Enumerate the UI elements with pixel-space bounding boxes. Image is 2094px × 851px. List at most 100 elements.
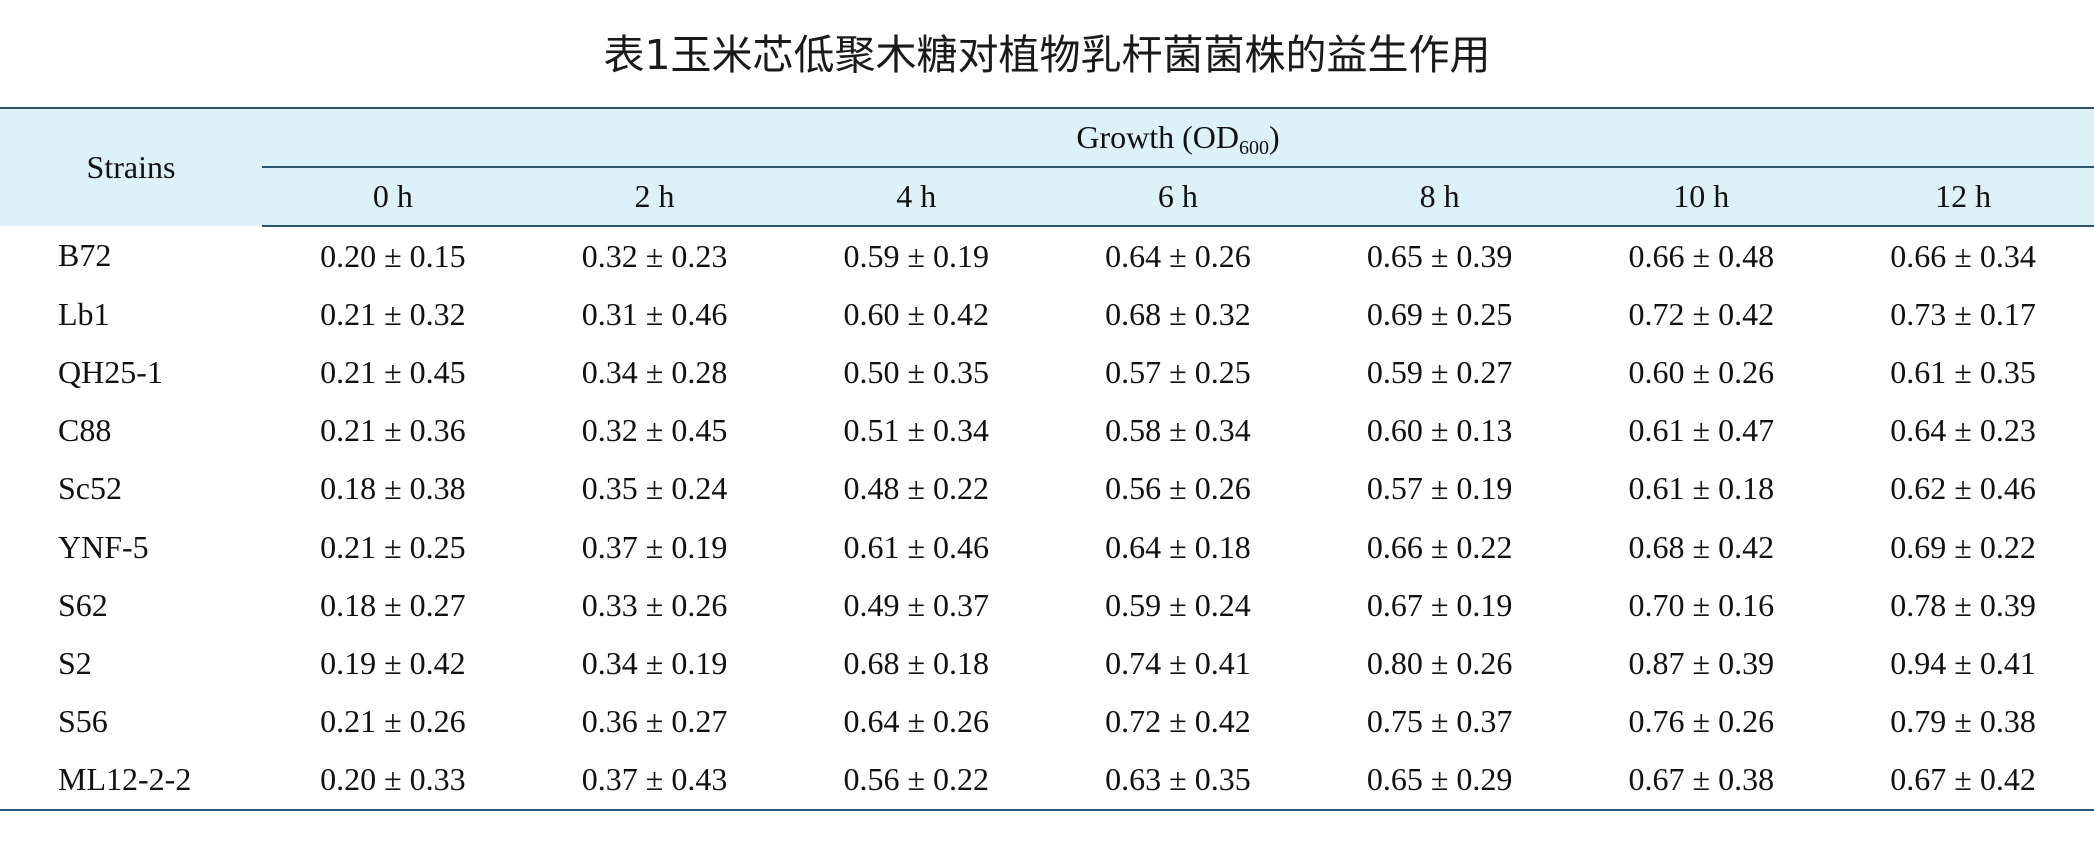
growth-value-cell: 0.67 ± 0.19 [1366, 586, 1513, 623]
growth-value-cell: 0.50 ± 0.35 [843, 353, 989, 390]
strain-name-cell: B72 [58, 237, 112, 274]
growth-value-cell: 0.34 ± 0.19 [581, 644, 728, 681]
time-column-header: 12 h [1832, 167, 2094, 227]
growth-value-cell: 0.56 ± 0.22 [785, 750, 1048, 811]
time-column-header: 6 h [1047, 167, 1309, 227]
time-column-header: 8 h [1308, 167, 1571, 227]
growth-header-text: Growth (OD [1076, 119, 1239, 155]
growth-value-cell: 0.51 ± 0.34 [843, 412, 989, 449]
growth-value-cell: 0.61 ± 0.18 [1628, 470, 1775, 507]
growth-value-cell: 0.72 ± 0.42 [1105, 703, 1251, 740]
growth-value-cell: 0.36 ± 0.27 [581, 703, 728, 740]
growth-value-cell: 0.70 ± 0.16 [1628, 586, 1775, 623]
growth-value-cell: 0.87 ± 0.39 [1628, 644, 1775, 681]
growth-value-cell: 0.68 ± 0.32 [1105, 295, 1251, 332]
growth-value-cell: 0.59 ± 0.27 [1366, 353, 1513, 390]
table-row: QH25-1 0.21 ± 0.45 0.34 ± 0.28 0.50 ± 0.35 0… [0, 343, 2094, 401]
growth-value-cell: 0.61 ± 0.35 [1890, 353, 2036, 390]
table-row: Lb1 0.21 ± 0.32 0.31 ± 0.46 0.60 ± 0.42 0.68… [0, 285, 2094, 343]
growth-value-cell: 0.65 ± 0.29 [1308, 750, 1571, 811]
strain-name-cell: YNF-5 [58, 528, 149, 565]
growth-value-cell: 0.80 ± 0.26 [1366, 644, 1513, 681]
growth-value-cell: 0.37 ± 0.43 [523, 750, 786, 811]
growth-value-cell: 0.21 ± 0.25 [320, 528, 466, 565]
time-column-header: 0 h [262, 167, 524, 227]
growth-header-close: ) [1268, 119, 1280, 155]
growth-value-cell: 0.18 ± 0.27 [320, 586, 466, 623]
time-column-header: 2 h [523, 167, 786, 227]
growth-value-cell: 0.73 ± 0.17 [1890, 295, 2036, 332]
growth-value-cell: 0.66 ± 0.22 [1366, 528, 1513, 565]
growth-value-cell: 0.67 ± 0.38 [1570, 750, 1833, 811]
growth-value-cell: 0.31 ± 0.46 [581, 295, 728, 332]
table-row: YNF-5 0.21 ± 0.25 0.37 ± 0.19 0.61 ± 0.46 0.… [0, 518, 2094, 576]
growth-value-cell: 0.21 ± 0.26 [320, 703, 466, 740]
growth-value-cell: 0.68 ± 0.42 [1628, 528, 1775, 565]
growth-value-cell: 0.78 ± 0.39 [1890, 586, 2036, 623]
table-row: Sc52 0.18 ± 0.38 0.35 ± 0.24 0.48 ± 0.22 0.5… [0, 460, 2094, 518]
growth-value-cell: 0.64 ± 0.26 [1105, 237, 1251, 274]
growth-value-cell: 0.60 ± 0.42 [843, 295, 989, 332]
growth-value-cell: 0.69 ± 0.22 [1890, 528, 2036, 565]
growth-value-cell: 0.20 ± 0.33 [262, 750, 524, 811]
growth-value-cell: 0.21 ± 0.45 [320, 353, 466, 390]
growth-value-cell: 0.61 ± 0.46 [843, 528, 989, 565]
growth-value-cell: 0.59 ± 0.19 [843, 237, 989, 274]
strain-name-cell: S62 [58, 586, 108, 623]
growth-value-cell: 0.37 ± 0.19 [581, 528, 728, 565]
table-title: 表1玉米芯低聚木糖对植物乳杆菌菌株的益生作用 [603, 31, 1491, 79]
growth-value-cell: 0.74 ± 0.41 [1105, 644, 1251, 681]
table-row: S2 0.19 ± 0.42 0.34 ± 0.19 0.68 ± 0.18 0.74 … [0, 634, 2094, 692]
growth-value-cell: 0.32 ± 0.45 [581, 412, 728, 449]
table-row: ML12-2-2 0.20 ± 0.33 0.37 ± 0.43 0.56 ± 0.2… [0, 750, 2094, 811]
strain-name-cell: C88 [58, 412, 112, 449]
growth-value-cell: 0.21 ± 0.36 [320, 412, 466, 449]
growth-value-cell: 0.66 ± 0.48 [1628, 237, 1775, 274]
growth-value-cell: 0.20 ± 0.15 [320, 237, 466, 274]
growth-value-cell: 0.61 ± 0.47 [1628, 412, 1775, 449]
growth-value-cell: 0.67 ± 0.42 [1832, 750, 2094, 811]
growth-value-cell: 0.57 ± 0.25 [1105, 353, 1251, 390]
growth-value-cell: 0.49 ± 0.37 [843, 586, 989, 623]
growth-value-cell: 0.34 ± 0.28 [581, 353, 728, 390]
growth-value-cell: 0.63 ± 0.35 [1047, 750, 1309, 811]
growth-value-cell: 0.69 ± 0.25 [1366, 295, 1513, 332]
table-row: C88 0.21 ± 0.36 0.32 ± 0.45 0.51 ± 0.34 0.58… [0, 402, 2094, 460]
growth-value-cell: 0.68 ± 0.18 [843, 644, 989, 681]
strain-name-cell: Sc52 [58, 470, 122, 507]
growth-value-cell: 0.60 ± 0.13 [1366, 412, 1513, 449]
growth-value-cell: 0.72 ± 0.42 [1628, 295, 1775, 332]
growth-value-cell: 0.66 ± 0.34 [1890, 237, 2036, 274]
growth-value-cell: 0.62 ± 0.46 [1890, 470, 2036, 507]
growth-value-cell: 0.65 ± 0.39 [1366, 237, 1513, 274]
growth-value-cell: 0.48 ± 0.22 [843, 470, 989, 507]
growth-value-cell: 0.75 ± 0.37 [1366, 703, 1513, 740]
growth-value-cell: 0.60 ± 0.26 [1628, 353, 1775, 390]
growth-value-cell: 0.32 ± 0.23 [581, 237, 728, 274]
growth-value-cell: 0.64 ± 0.26 [843, 703, 989, 740]
growth-value-cell: 0.19 ± 0.42 [320, 644, 466, 681]
time-column-header: 10 h [1570, 167, 1833, 227]
strain-name-cell: QH25-1 [58, 353, 163, 390]
growth-value-cell: 0.76 ± 0.26 [1628, 703, 1775, 740]
strain-name-cell: S56 [58, 703, 108, 740]
growth-value-cell: 0.18 ± 0.38 [320, 470, 466, 507]
growth-value-cell: 0.64 ± 0.18 [1105, 528, 1251, 565]
table-row: S56 0.21 ± 0.26 0.36 ± 0.27 0.64 ± 0.26 0.72… [0, 693, 2094, 751]
growth-value-cell: 0.33 ± 0.26 [581, 586, 728, 623]
growth-value-cell: 0.35 ± 0.24 [581, 470, 728, 507]
growth-value-cell: 0.79 ± 0.38 [1890, 703, 2036, 740]
table-row: B72 0.20 ± 0.15 0.32 ± 0.23 0.59 ± 0.19 0.64… [0, 226, 2094, 285]
growth-value-cell: 0.58 ± 0.34 [1105, 412, 1251, 449]
growth-value-cell: 0.59 ± 0.24 [1105, 586, 1251, 623]
growth-value-cell: 0.64 ± 0.23 [1890, 412, 2036, 449]
strain-name-cell: S2 [58, 644, 92, 681]
table-body: B72 0.20 ± 0.15 0.32 ± 0.23 0.59 ± 0.19 0.64… [0, 226, 2094, 811]
time-column-header: 4 h [785, 167, 1048, 227]
growth-header-subscript: 600 [1238, 137, 1269, 159]
strain-name-cell: ML12-2-2 [0, 750, 262, 811]
table-row: S62 0.18 ± 0.27 0.33 ± 0.26 0.49 ± 0.37 0.59… [0, 576, 2094, 634]
